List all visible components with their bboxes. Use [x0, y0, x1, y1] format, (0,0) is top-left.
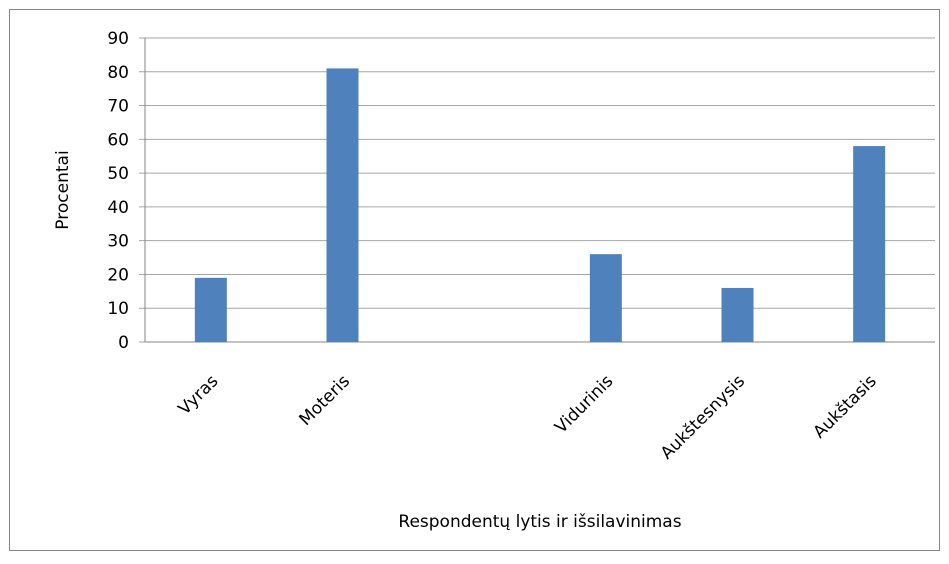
y-tick-label: 40 [107, 198, 129, 218]
bar [194, 277, 227, 342]
y-tick-label: 10 [107, 299, 129, 319]
y-tick-label: 50 [107, 164, 129, 184]
bar [853, 146, 886, 342]
y-tick-label: 20 [107, 265, 129, 285]
y-tick-label: 0 [118, 333, 129, 353]
chart-frame [9, 9, 940, 551]
y-tick-label: 80 [107, 63, 129, 83]
bar [721, 287, 754, 342]
y-tick-label: 30 [107, 232, 129, 252]
y-tick-label: 60 [107, 130, 129, 150]
x-axis-title: Respondentų lytis ir išsilavinimas [398, 512, 681, 532]
y-tick-label: 70 [107, 97, 129, 117]
y-axis-title: Procentai [53, 150, 73, 229]
bar [326, 68, 359, 343]
y-tick-label: 90 [107, 29, 129, 49]
bar [589, 254, 622, 342]
